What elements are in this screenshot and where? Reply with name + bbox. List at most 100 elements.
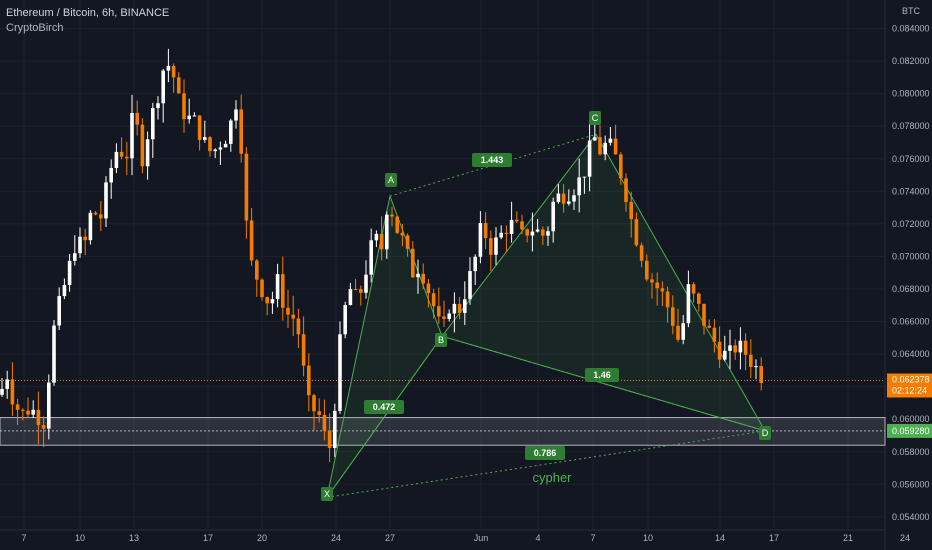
point-label-c-text: C — [592, 113, 599, 123]
candle-body — [5, 379, 9, 389]
candle-body — [203, 137, 207, 140]
level-price-tag: 0.059280 — [887, 423, 932, 438]
candle-body — [577, 177, 581, 196]
candle-body — [400, 232, 405, 236]
time-axis[interactable]: 7 10 13 17 20 24 27 Jun 4 7 10 14 17 21 24 — [21, 533, 910, 543]
support-zone — [0, 379, 886, 446]
candle-body — [192, 115, 197, 117]
candle-body — [759, 366, 763, 383]
candle-body — [650, 279, 654, 283]
candle-body — [728, 345, 732, 351]
candles — [0, 48, 763, 463]
candle-body — [723, 350, 727, 360]
candle-body — [275, 274, 280, 300]
candle-body — [478, 222, 483, 257]
candle-body — [639, 245, 644, 261]
point-label-c: C — [589, 111, 601, 125]
candle-body — [88, 212, 93, 241]
candle-body — [197, 115, 202, 140]
y-tick-label: 0.082000 — [892, 56, 930, 66]
candle-body — [260, 279, 264, 298]
candle-body — [504, 232, 509, 234]
candle-body — [151, 108, 155, 140]
candle-body — [717, 341, 722, 360]
candle-body — [473, 256, 477, 272]
candle-body — [229, 120, 233, 144]
candle-body — [348, 289, 353, 306]
candle-body — [21, 409, 25, 411]
y-tick-label: 0.060000 — [892, 414, 930, 424]
candle-body — [452, 303, 457, 314]
candle-body — [541, 229, 545, 236]
candle-body — [15, 404, 20, 410]
level-price-tag-bg — [887, 423, 932, 438]
candle-body — [416, 273, 420, 278]
current-price-value: 0.062378 — [892, 374, 930, 384]
candle-body — [140, 124, 145, 167]
candle-body — [743, 340, 748, 355]
x-tick-label: 10 — [643, 533, 653, 543]
y-tick-label: 0.076000 — [892, 154, 930, 164]
candle-body — [99, 214, 103, 219]
pattern-name: cypher — [532, 470, 572, 485]
candle-body — [572, 195, 576, 202]
candle-body — [93, 212, 98, 215]
point-label-a: A — [385, 173, 397, 187]
candle-body — [31, 409, 35, 415]
candle-body — [385, 214, 389, 250]
x-tick-label: 24 — [331, 533, 341, 543]
candle-body — [286, 307, 290, 315]
ratio-line-bd — [441, 335, 766, 432]
point-label-d-bg — [759, 426, 771, 440]
chart-title: Ethereum / Bitcoin, 6h, BINANCE — [6, 7, 170, 19]
point-label-b: B — [435, 333, 447, 347]
candle-countdown: 02:12:24 — [892, 385, 927, 395]
x-tick-label: 13 — [129, 533, 139, 543]
ratio-label-bg — [472, 153, 512, 167]
candle-body — [525, 229, 529, 236]
x-tick-label: 17 — [769, 533, 779, 543]
candle-body — [509, 219, 514, 234]
price-axis[interactable]: 0.084000 0.082000 0.080000 0.078000 0.076000… — [887, 6, 932, 522]
candle-body — [36, 409, 41, 426]
x-tick-label: 4 — [535, 533, 540, 543]
candle-body — [291, 314, 295, 319]
candle-body — [333, 410, 337, 448]
candle-body — [749, 354, 753, 367]
candle-body — [535, 229, 540, 232]
y-tick-label: 0.084000 — [892, 24, 930, 34]
candle-body — [712, 327, 717, 342]
point-label-x: X — [321, 487, 333, 501]
candle-body — [73, 253, 77, 261]
point-label-d-text: D — [762, 428, 769, 438]
candle-body — [629, 202, 633, 220]
candle-body — [223, 143, 228, 148]
candle-body — [530, 231, 535, 236]
grid — [0, 0, 886, 550]
candle-body — [281, 274, 285, 308]
candle-body — [187, 115, 191, 120]
point-label-a-text: A — [388, 175, 394, 185]
candle-body — [582, 176, 587, 178]
candle-body — [754, 366, 758, 368]
point-label-c-bg — [589, 111, 601, 125]
candle-body — [114, 151, 119, 168]
candle-body — [338, 334, 342, 411]
candle-body — [343, 305, 347, 335]
candle-body — [499, 232, 503, 238]
candle-body — [593, 137, 597, 141]
candle-body — [130, 112, 134, 159]
candle-body — [239, 109, 243, 154]
currency-label: BTC — [902, 6, 921, 16]
y-tick-label: 0.078000 — [892, 121, 930, 131]
candle-body — [421, 273, 425, 284]
ratio-label-text: 0.786 — [534, 448, 557, 458]
candle-body — [405, 235, 410, 249]
point-label-b-text: B — [438, 335, 444, 345]
candle-body — [312, 395, 316, 412]
candle-body — [41, 425, 46, 429]
